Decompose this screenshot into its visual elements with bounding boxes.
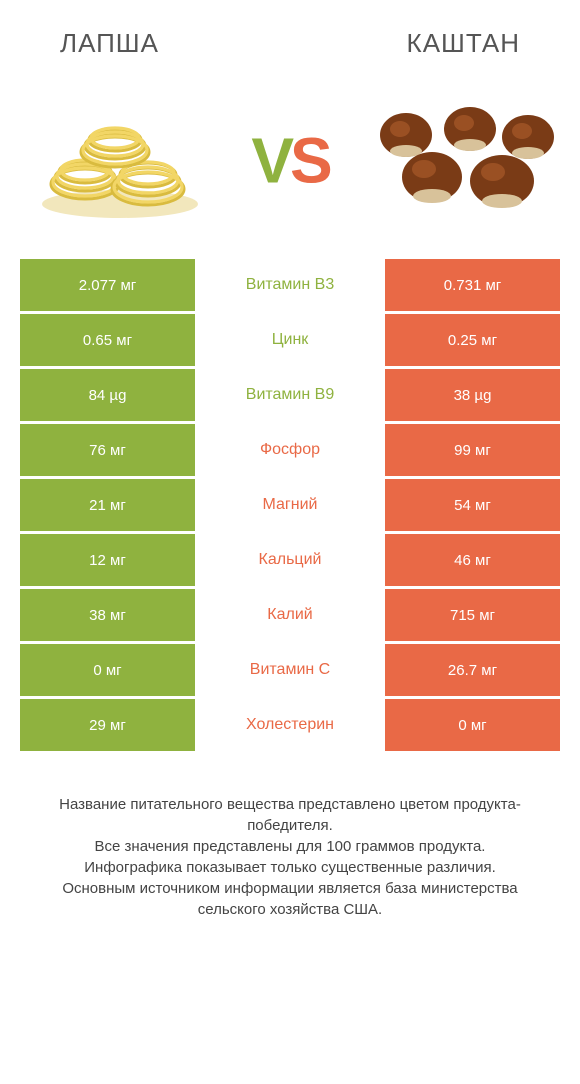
- right-value: 38 µg: [385, 369, 560, 421]
- left-product-title: ЛАПША: [60, 28, 159, 59]
- table-row: 12 мгКальций46 мг: [20, 534, 560, 586]
- nutrient-label: Кальций: [195, 534, 385, 586]
- left-value: 2.077 мг: [20, 259, 195, 311]
- right-value: 26.7 мг: [385, 644, 560, 696]
- nutrient-label: Витамин B9: [195, 369, 385, 421]
- footer-line: Основным источником информации является …: [30, 878, 550, 920]
- right-product-title: КАШТАН: [407, 28, 520, 59]
- footer-notes: Название питательного вещества представл…: [0, 754, 580, 920]
- table-row: 29 мгХолестерин0 мг: [20, 699, 560, 751]
- nutrient-label: Витамин B3: [195, 259, 385, 311]
- table-row: 21 мгМагний54 мг: [20, 479, 560, 531]
- footer-line: Название питательного вещества представл…: [30, 794, 550, 836]
- nutrient-label: Цинк: [195, 314, 385, 366]
- right-value: 0.25 мг: [385, 314, 560, 366]
- right-value: 46 мг: [385, 534, 560, 586]
- right-value: 0 мг: [385, 699, 560, 751]
- left-value: 0.65 мг: [20, 314, 195, 366]
- left-value: 38 мг: [20, 589, 195, 641]
- left-value: 84 µg: [20, 369, 195, 421]
- left-value: 21 мг: [20, 479, 195, 531]
- footer-line: Инфографика показывает только существенн…: [30, 857, 550, 878]
- table-row: 0 мгВитамин C26.7 мг: [20, 644, 560, 696]
- right-value: 99 мг: [385, 424, 560, 476]
- vs-s: S: [290, 124, 329, 196]
- right-value: 54 мг: [385, 479, 560, 531]
- table-row: 0.65 мгЦинк0.25 мг: [20, 314, 560, 366]
- table-row: 84 µgВитамин B938 µg: [20, 369, 560, 421]
- chestnuts-image: [360, 89, 560, 229]
- left-value: 76 мг: [20, 424, 195, 476]
- nutrient-label: Калий: [195, 589, 385, 641]
- table-row: 2.077 мгВитамин B30.731 мг: [20, 259, 560, 311]
- nutrient-label: Холестерин: [195, 699, 385, 751]
- vs-label: VS: [251, 123, 328, 197]
- table-row: 76 мгФосфор99 мг: [20, 424, 560, 476]
- right-value: 715 мг: [385, 589, 560, 641]
- left-value: 12 мг: [20, 534, 195, 586]
- nutrient-label: Фосфор: [195, 424, 385, 476]
- vs-v: V: [251, 124, 290, 196]
- right-value: 0.731 мг: [385, 259, 560, 311]
- header: ЛАПША КАШТАН: [0, 0, 580, 69]
- nutrient-label: Витамин C: [195, 644, 385, 696]
- left-value: 29 мг: [20, 699, 195, 751]
- noodles-image: [20, 89, 220, 229]
- nutrient-label: Магний: [195, 479, 385, 531]
- comparison-table: 2.077 мгВитамин B30.731 мг0.65 мгЦинк0.2…: [0, 259, 580, 751]
- footer-line: Все значения представлены для 100 граммо…: [30, 836, 550, 857]
- table-row: 38 мгКалий715 мг: [20, 589, 560, 641]
- left-value: 0 мг: [20, 644, 195, 696]
- hero-section: VS: [0, 69, 580, 259]
